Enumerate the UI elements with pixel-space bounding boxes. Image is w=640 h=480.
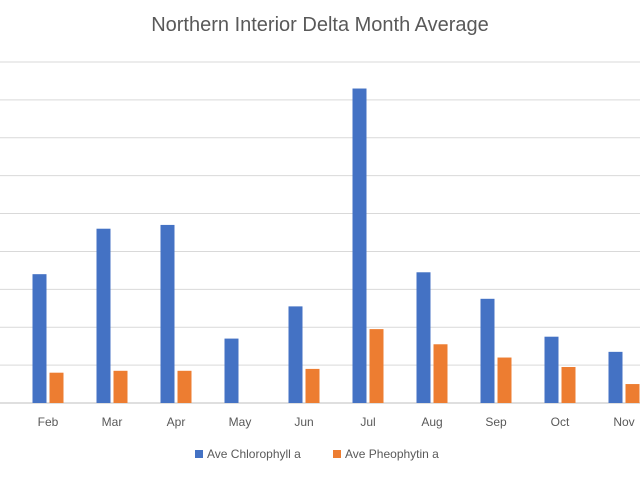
bar-chlorophyll-jul: [352, 88, 367, 404]
legend: Ave Chlorophyll a Ave Pheophytin a: [195, 447, 439, 461]
bar-chlorophyll-mar: [96, 228, 111, 403]
bar-pheophytin-nov: [625, 384, 640, 403]
x-tick-label: Sep: [485, 415, 507, 429]
bar-chlorophyll-oct: [544, 336, 559, 403]
bar-chlorophyll-jun: [288, 306, 303, 403]
bar-chlorophyll-nov: [608, 351, 623, 403]
bar-pheophytin-jun: [305, 368, 320, 403]
gridlines: [0, 61, 640, 404]
x-tick-label: Oct: [551, 415, 570, 429]
bar-chlorophyll-apr: [160, 224, 175, 403]
bar-pheophytin-aug: [433, 344, 448, 403]
bar-pheophytin-apr: [177, 370, 192, 403]
x-tick-label: Nov: [613, 415, 634, 429]
bar-pheophytin-jul: [369, 329, 384, 403]
x-tick-label: Jun: [294, 415, 313, 429]
x-tick-label: Mar: [102, 415, 123, 429]
legend-swatch: [333, 450, 341, 458]
bar-chlorophyll-sep: [480, 298, 495, 403]
x-tick-label: Feb: [38, 415, 59, 429]
bar-pheophytin-oct: [561, 367, 576, 403]
x-tick-label: Apr: [167, 415, 186, 429]
chart-title: Northern Interior Delta Month Average: [151, 14, 489, 36]
x-tick-label: Aug: [421, 415, 442, 429]
bar-pheophytin-feb: [49, 372, 64, 403]
legend-label: Ave Pheophytin a: [345, 447, 439, 461]
bar-chlorophyll-may: [224, 338, 239, 403]
bar-chlorophyll-aug: [416, 272, 431, 403]
x-tick-label: May: [229, 415, 252, 429]
legend-label: Ave Chlorophyll a: [207, 447, 301, 461]
bar-pheophytin-mar: [113, 370, 128, 403]
bar-pheophytin-sep: [497, 357, 512, 403]
bars: [32, 88, 640, 404]
x-tick-label: Jul: [360, 415, 375, 429]
bar-chlorophyll-feb: [32, 274, 47, 403]
legend-swatch: [195, 450, 203, 458]
x-tick-labels: JanFebMarAprMayJunJulAugSepOctNov: [38, 415, 635, 429]
